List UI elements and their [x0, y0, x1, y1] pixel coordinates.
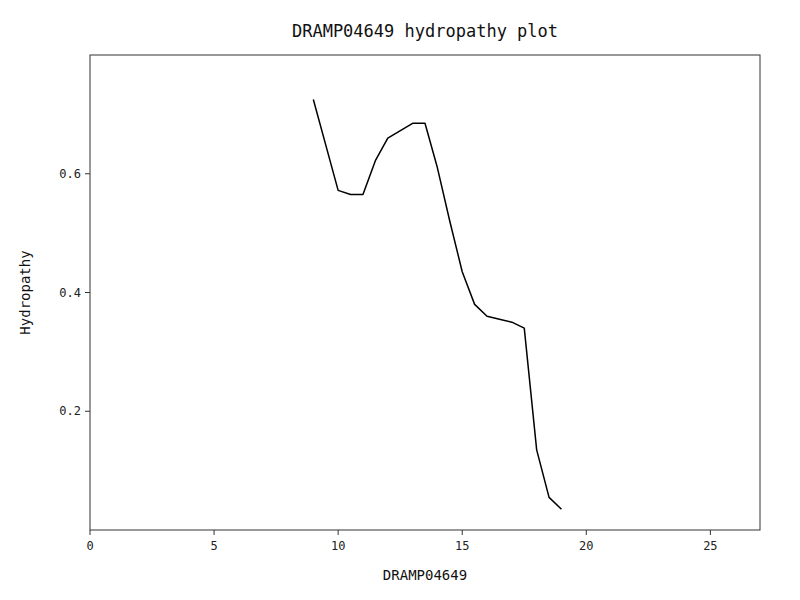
x-tick-label: 25 [703, 539, 717, 553]
x-tick-label: 20 [579, 539, 593, 553]
y-tick-label: 0.4 [59, 286, 81, 300]
y-tick-label: 0.6 [59, 167, 81, 181]
background [0, 0, 800, 600]
x-tick-label: 5 [210, 539, 217, 553]
x-tick [586, 530, 587, 535]
data-group [313, 100, 561, 510]
y-tick [85, 173, 90, 174]
x-tick [462, 530, 463, 535]
x-tick [710, 530, 711, 535]
chart-container: 0 5 10 15 20 25 0.2 0.4 0.6 DRAMP04649 hydropathy… [0, 0, 800, 600]
chart-svg: 0 5 10 15 20 25 0.2 0.4 0.6 DRAMP04649 hydropathy… [0, 0, 800, 600]
plot-frame [90, 55, 760, 530]
x-axis-label: DRAMP04649 [383, 567, 467, 583]
y-tick [85, 292, 90, 293]
ticks: 0 5 10 15 20 25 0.2 0.4 0.6 [59, 167, 717, 553]
x-tick-label: 0 [86, 539, 93, 553]
y-tick-label: 0.2 [59, 404, 81, 418]
data-line [313, 100, 561, 510]
chart-title: DRAMP04649 hydropathy plot [292, 21, 558, 41]
y-axis-label: Hydropathy [17, 250, 33, 334]
y-tick [85, 411, 90, 412]
x-tick [338, 530, 339, 535]
x-tick [90, 530, 91, 535]
x-tick-label: 15 [455, 539, 469, 553]
x-tick-label: 10 [331, 539, 345, 553]
x-tick [214, 530, 215, 535]
